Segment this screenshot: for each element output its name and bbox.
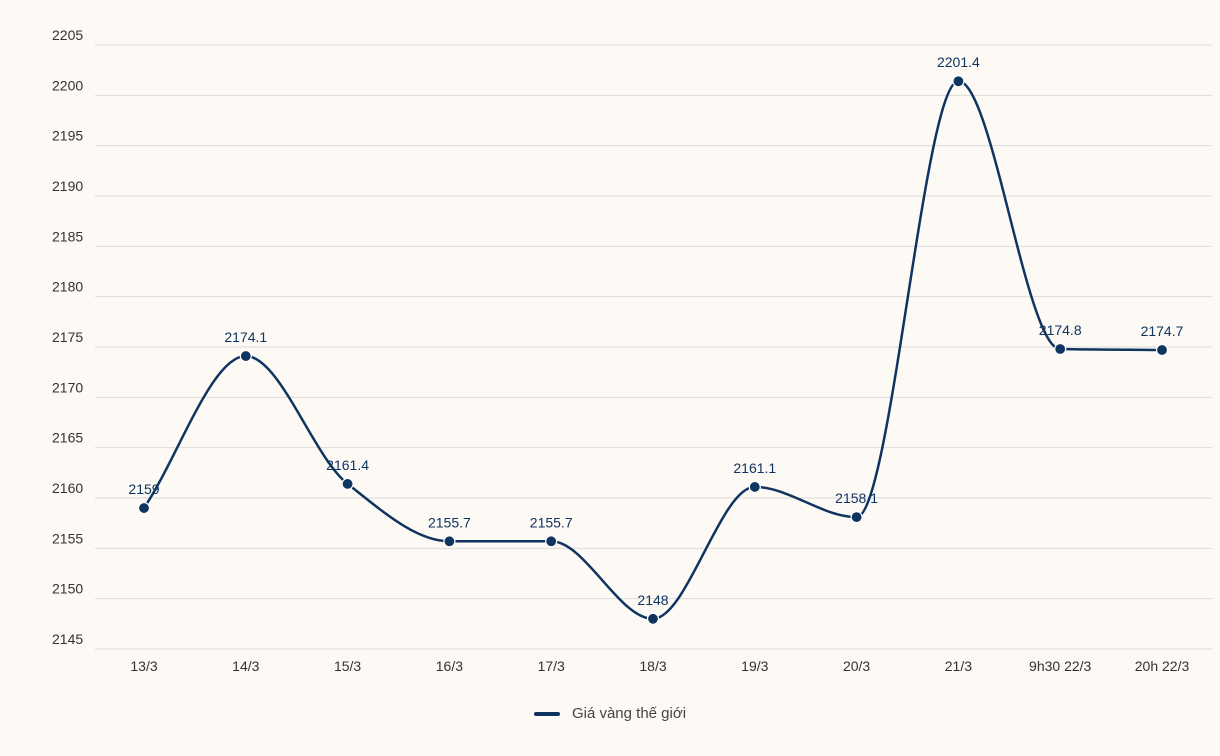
legend-label: Giá vàng thế giới [571,705,687,722]
data-point [1155,343,1169,357]
x-tick-label: 17/3 [538,658,565,674]
y-tick-label: 2165 [52,430,83,446]
data-point [137,501,151,515]
line-chart: 2145 2150 2155 2160 2165 2170 2175 2180 2185 2190… [52,27,1212,674]
x-tick-label: 20/3 [843,658,870,674]
data-label: 2201.4 [937,54,980,70]
y-axis: 2145 2150 2155 2160 2165 2170 2175 2180 2185 2190… [52,27,83,647]
x-tick-label: 13/3 [130,658,157,674]
data-label: 2161.4 [326,457,369,473]
legend-swatch [533,711,560,716]
data-label: 2158.1 [835,490,878,506]
y-tick-label: 2200 [52,77,83,93]
data-label: 2155.7 [530,514,573,530]
data-point [545,535,558,548]
data-points [137,75,1169,625]
data-label: 2174.1 [224,329,267,345]
x-tick-label: 9h30 22/3 [1029,658,1091,674]
data-point [952,75,965,88]
x-tick-label: 20h 22/3 [1135,658,1190,674]
data-label: 2159 [128,481,159,497]
y-tick-label: 2155 [52,530,83,546]
data-label: 2161.1 [733,460,776,476]
data-point [850,511,863,524]
data-point [748,480,761,494]
data-label: 2174.8 [1039,322,1082,338]
data-point [1054,342,1067,356]
data-label: 2148 [637,592,668,608]
x-tick-label: 14/3 [232,658,259,674]
x-axis: 13/3 14/3 15/3 16/3 17/3 18/3 19/3 20/3 21/3 9h30… [130,658,1189,674]
y-tick-label: 2160 [52,480,83,496]
y-tick-label: 2185 [52,228,83,244]
y-tick-label: 2145 [52,631,83,647]
x-tick-label: 19/3 [741,658,768,674]
y-tick-label: 2175 [52,329,83,345]
data-point [646,612,660,625]
y-tick-label: 2205 [52,27,83,43]
x-tick-label: 18/3 [639,658,666,674]
data-point [443,535,456,548]
data-point [341,477,354,491]
x-tick-label: 15/3 [334,658,361,674]
y-tick-label: 2190 [52,178,83,194]
y-tick-label: 2170 [52,379,83,395]
data-point [239,349,252,363]
x-tick-label: 21/3 [945,658,972,674]
legend: Giá vàng thế giới [0,705,1220,722]
y-tick-label: 2195 [52,128,83,144]
x-tick-label: 16/3 [436,658,463,674]
data-label: 2155.7 [428,514,471,530]
data-label: 2174.7 [1141,323,1184,339]
y-tick-label: 2150 [52,581,83,597]
gridlines [95,44,1212,650]
series-line [142,79,1163,621]
y-tick-label: 2180 [52,279,83,295]
data-labels: 2159 2174.1 2161.4 2155.7 2155.7 2148 2161.1 21… [128,54,1183,608]
